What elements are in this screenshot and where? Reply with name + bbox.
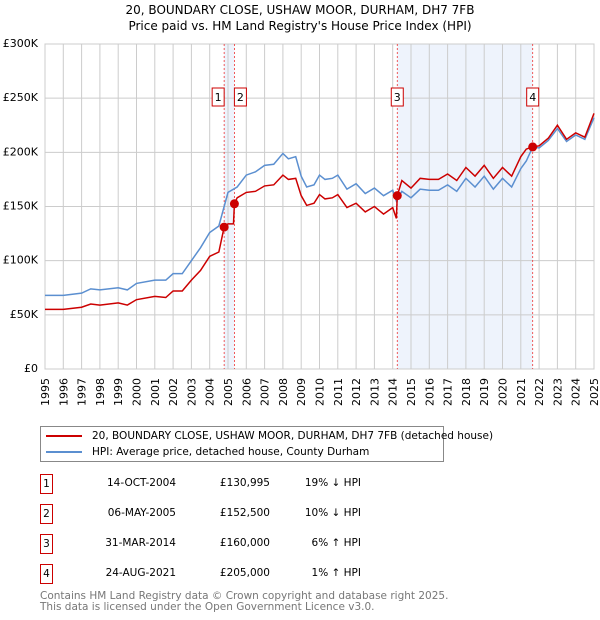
x-tick-label: 2014 [387,378,400,406]
sale-number-badge: 2 [40,504,53,524]
red-line-swatch [46,435,82,437]
sale-label-number: 1 [215,91,222,104]
chart-title: 20, BOUNDARY CLOSE, USHAW MOOR, DURHAM, … [125,3,475,17]
sale-price: £152,500 [219,507,270,519]
sale-row: 1 14-OCT-2004 £130,995 19% ↓ HPI [40,474,600,494]
plot-frame [44,43,595,370]
sale-label-box [233,87,247,107]
x-tick-label: 2021 [515,378,528,406]
y-tick-label: £50K [10,308,39,321]
x-tick-label: 1995 [39,378,52,406]
y-tick-label: £0 [24,362,38,375]
y-tick-label: £100K [3,254,39,267]
sale-date: 14-OCT-2004 [107,477,176,489]
x-tick-label: 2008 [277,378,290,406]
x-tick-label: 2006 [240,378,253,406]
sale-price: £160,000 [219,537,270,549]
x-tick-label: 2000 [131,378,144,406]
x-tick-label: 2020 [497,378,510,406]
sale-row: 3 31-MAR-2014 £160,000 6% ↑ HPI [40,534,600,554]
x-tick-label: 2001 [149,378,162,406]
x-tick-label: 2012 [350,378,363,406]
sale-label-box [526,87,540,107]
x-tick-label: 2011 [332,378,345,406]
y-tick-label: £150K [3,200,39,213]
sale-number-badge: 4 [40,564,53,584]
x-tick-label: 2002 [167,378,180,406]
footer: Contains HM Land Registry data © Crown c… [40,591,448,613]
sale-hpi-diff: 6% ↑ HPI [311,537,361,549]
property-price-line [45,113,595,311]
x-tick-label: 2017 [442,378,455,406]
x-tick-label: 2025 [588,378,600,406]
legend-item-property: 20, BOUNDARY CLOSE, USHAW MOOR, DURHAM, … [46,430,493,442]
y-tick-label: £250K [3,91,39,104]
sale-date: 31-MAR-2014 [105,537,176,549]
x-tick-label: 1997 [76,378,89,406]
footer-licence: This data is licensed under the Open Gov… [40,601,375,613]
legend-item-hpi: HPI: Average price, detached house, Coun… [46,446,369,458]
y-tick-label: £200K [3,145,39,158]
x-tick-label: 2010 [314,378,327,406]
sale-point [528,142,538,152]
sale-hpi-diff: 1% ↑ HPI [311,567,361,579]
x-tick-label: 2018 [460,378,473,406]
sale-date: 24-AUG-2021 [105,567,176,579]
hpi-line [45,117,595,297]
sale-label-number: 2 [237,91,244,104]
sale-price: £130,995 [219,477,270,489]
x-tick-label: 1999 [112,378,125,406]
x-tick-label: 1998 [94,378,107,406]
sale-row: 2 06-MAY-2005 £152,500 10% ↓ HPI [40,504,600,524]
sale-date: 06-MAY-2005 [107,507,176,519]
sale-row: 4 24-AUG-2021 £205,000 1% ↑ HPI [40,564,600,584]
x-tick-label: 2015 [405,378,418,406]
footer-copyright: Contains HM Land Registry data © Crown c… [40,590,449,602]
sale-price: £205,000 [219,567,270,579]
x-tick-label: 2024 [570,378,583,406]
x-tick-label: 2005 [222,378,235,406]
sale-point [392,191,402,201]
x-tick-label: 2007 [259,378,272,406]
sale-label-box [211,87,225,107]
price-chart: 1995 1996 1997 1998 1999 2000 2001 2002 2003 2004… [3,37,600,406]
x-tick-label: 2016 [423,378,436,406]
x-tick-label: 2019 [478,378,491,406]
x-tick-label: 2013 [368,378,381,406]
legend-label: 20, BOUNDARY CLOSE, USHAW MOOR, DURHAM, … [92,430,494,442]
x-tick-label: 2003 [185,378,198,406]
sale-point [229,199,239,209]
legend: 20, BOUNDARY CLOSE, USHAW MOOR, DURHAM, … [40,426,493,462]
sale-point [219,222,229,232]
sale-label-box [390,87,404,107]
sale-hpi-diff: 19% ↓ HPI [304,477,361,489]
x-tick-label: 2009 [295,378,308,406]
sale-number-badge: 3 [40,534,53,554]
x-tick-label: 2023 [551,378,564,406]
x-tick-label: 2022 [533,378,546,406]
x-tick-label: 2004 [204,378,217,406]
sale-hpi-diff: 10% ↓ HPI [304,507,361,519]
chart-subtitle: Price paid vs. HM Land Registry's House … [128,19,472,33]
sale-label-number: 4 [529,91,536,104]
sale-label-number: 3 [394,91,401,104]
sale-number-badge: 1 [40,474,53,494]
x-tick-label: 1996 [57,378,70,406]
y-tick-label: £300K [3,37,39,50]
legend-label: HPI: Average price, detached house, Coun… [92,446,370,458]
blue-line-swatch [46,451,82,453]
